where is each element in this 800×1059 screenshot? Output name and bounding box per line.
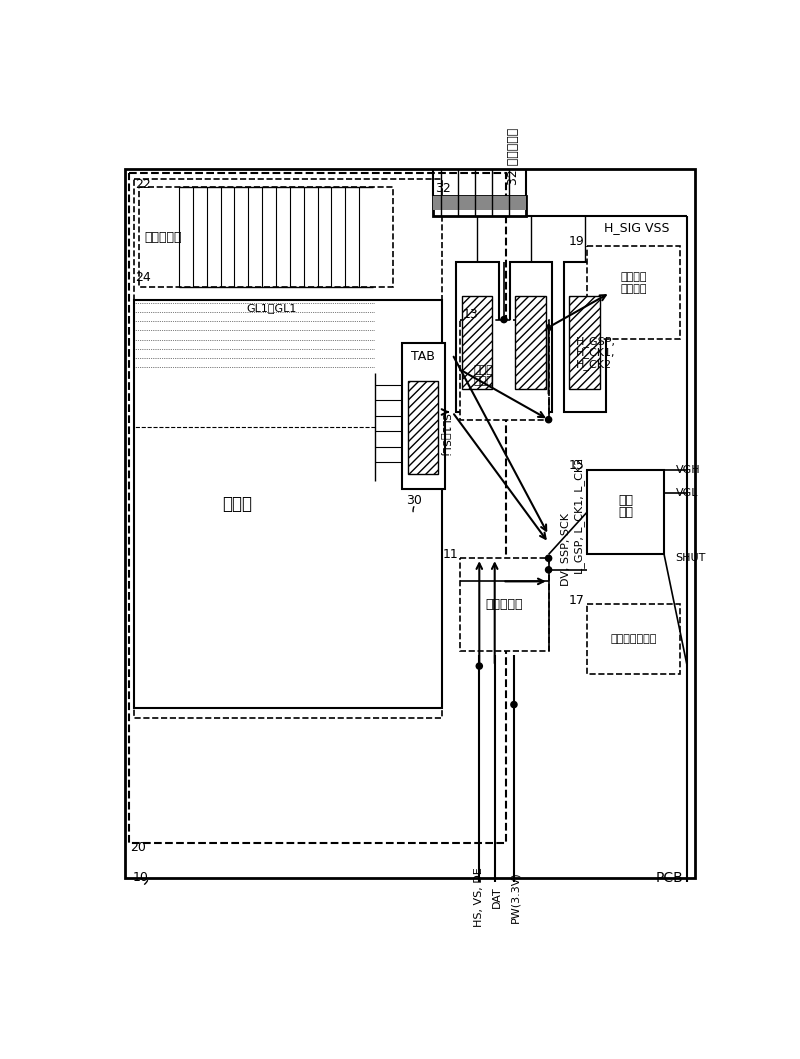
Bar (408, 381, 438, 473)
Circle shape (476, 663, 482, 669)
Bar (515, 297, 546, 389)
Text: 15: 15 (569, 460, 585, 472)
Text: 20: 20 (130, 841, 146, 854)
Text: H_CK1,: H_CK1, (575, 347, 615, 358)
Bar (515, 297, 546, 389)
Text: VGL: VGL (676, 488, 698, 498)
Text: 32: 32 (434, 182, 450, 195)
Text: 电源: 电源 (618, 495, 633, 507)
Text: DAT: DAT (492, 886, 502, 908)
Bar (125, 169, 695, 878)
Bar (129, 174, 506, 843)
Text: TAB: TAB (411, 351, 435, 363)
Bar (587, 247, 679, 339)
Circle shape (546, 567, 552, 573)
Text: 19: 19 (569, 234, 585, 248)
Circle shape (511, 701, 517, 707)
Text: 显示部: 显示部 (222, 496, 252, 514)
Text: 13: 13 (462, 308, 478, 321)
Text: 標极驱动器: 標极驱动器 (145, 231, 182, 244)
Bar (462, 297, 492, 389)
Text: PW(3.3V): PW(3.3V) (510, 872, 521, 923)
Bar (456, 262, 498, 412)
Text: HS, VS, DE: HS, VS, DE (474, 867, 484, 927)
Text: 基准电位: 基准电位 (620, 272, 646, 283)
Text: 30: 30 (406, 495, 422, 507)
Bar (134, 179, 442, 718)
Circle shape (546, 555, 552, 561)
Bar (462, 297, 492, 389)
Text: 24: 24 (135, 271, 151, 284)
Bar (460, 320, 549, 419)
Text: H_SIG VSS: H_SIG VSS (605, 220, 670, 234)
Text: 电源断开检测部: 电源断开检测部 (610, 634, 657, 644)
Text: 22: 22 (135, 178, 151, 192)
Bar (408, 381, 438, 473)
Bar (587, 605, 679, 674)
Bar (587, 470, 664, 555)
Bar (433, 196, 526, 211)
Text: 位电路: 位电路 (474, 376, 493, 387)
Circle shape (546, 416, 552, 423)
Text: VGH: VGH (676, 465, 700, 474)
Text: 电平移: 电平移 (474, 364, 493, 375)
Text: L_GSP, L_CK1, L_CK2: L_GSP, L_CK1, L_CK2 (574, 457, 585, 574)
Text: PCB: PCB (656, 870, 683, 885)
Text: 定时控制器: 定时控制器 (485, 598, 522, 611)
Text: SL1～SLj: SL1～SLj (440, 413, 450, 456)
Text: 17: 17 (569, 594, 585, 607)
Text: 切换电路: 切换电路 (620, 284, 646, 293)
Text: 10: 10 (133, 872, 149, 884)
Bar (433, 196, 526, 216)
Bar (134, 301, 442, 708)
Text: H_CK2: H_CK2 (575, 359, 612, 370)
Text: 32 源极驱动器: 32 源极驱动器 (507, 128, 521, 185)
Text: 电路: 电路 (618, 505, 633, 519)
Circle shape (501, 317, 507, 323)
Text: GL1～GL1: GL1～GL1 (246, 303, 297, 313)
Text: 11: 11 (442, 548, 458, 561)
Text: DV, SSP, SCK: DV, SSP, SCK (562, 513, 571, 586)
Bar (564, 262, 606, 412)
Text: H_GSP,: H_GSP, (575, 336, 615, 346)
Bar (402, 343, 445, 489)
Bar (139, 187, 393, 287)
Bar (570, 297, 600, 389)
Bar (460, 558, 549, 650)
Bar (570, 297, 600, 389)
Bar (510, 262, 553, 412)
Text: SHUT: SHUT (676, 553, 706, 563)
